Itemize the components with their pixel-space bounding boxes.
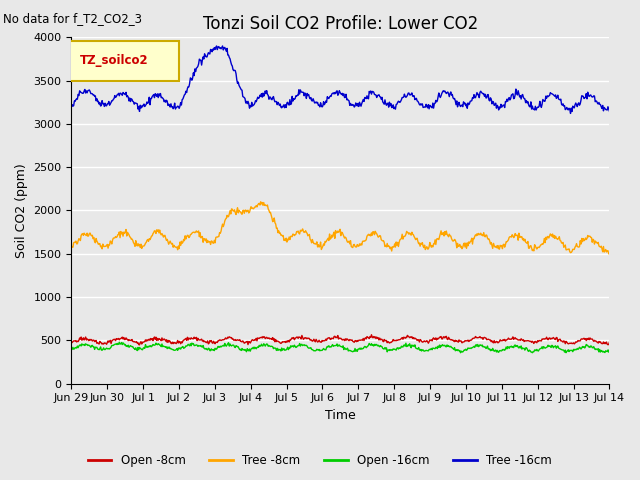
Legend: Open -8cm, Tree -8cm, Open -16cm, Tree -16cm: Open -8cm, Tree -8cm, Open -16cm, Tree -… [83,449,557,472]
FancyBboxPatch shape [68,41,179,81]
X-axis label: Time: Time [325,409,356,422]
Text: TZ_soilco2: TZ_soilco2 [79,54,148,67]
Text: No data for f_T2_CO2_3: No data for f_T2_CO2_3 [3,12,142,25]
Y-axis label: Soil CO2 (ppm): Soil CO2 (ppm) [15,163,28,258]
Title: Tonzi Soil CO2 Profile: Lower CO2: Tonzi Soil CO2 Profile: Lower CO2 [203,15,478,33]
